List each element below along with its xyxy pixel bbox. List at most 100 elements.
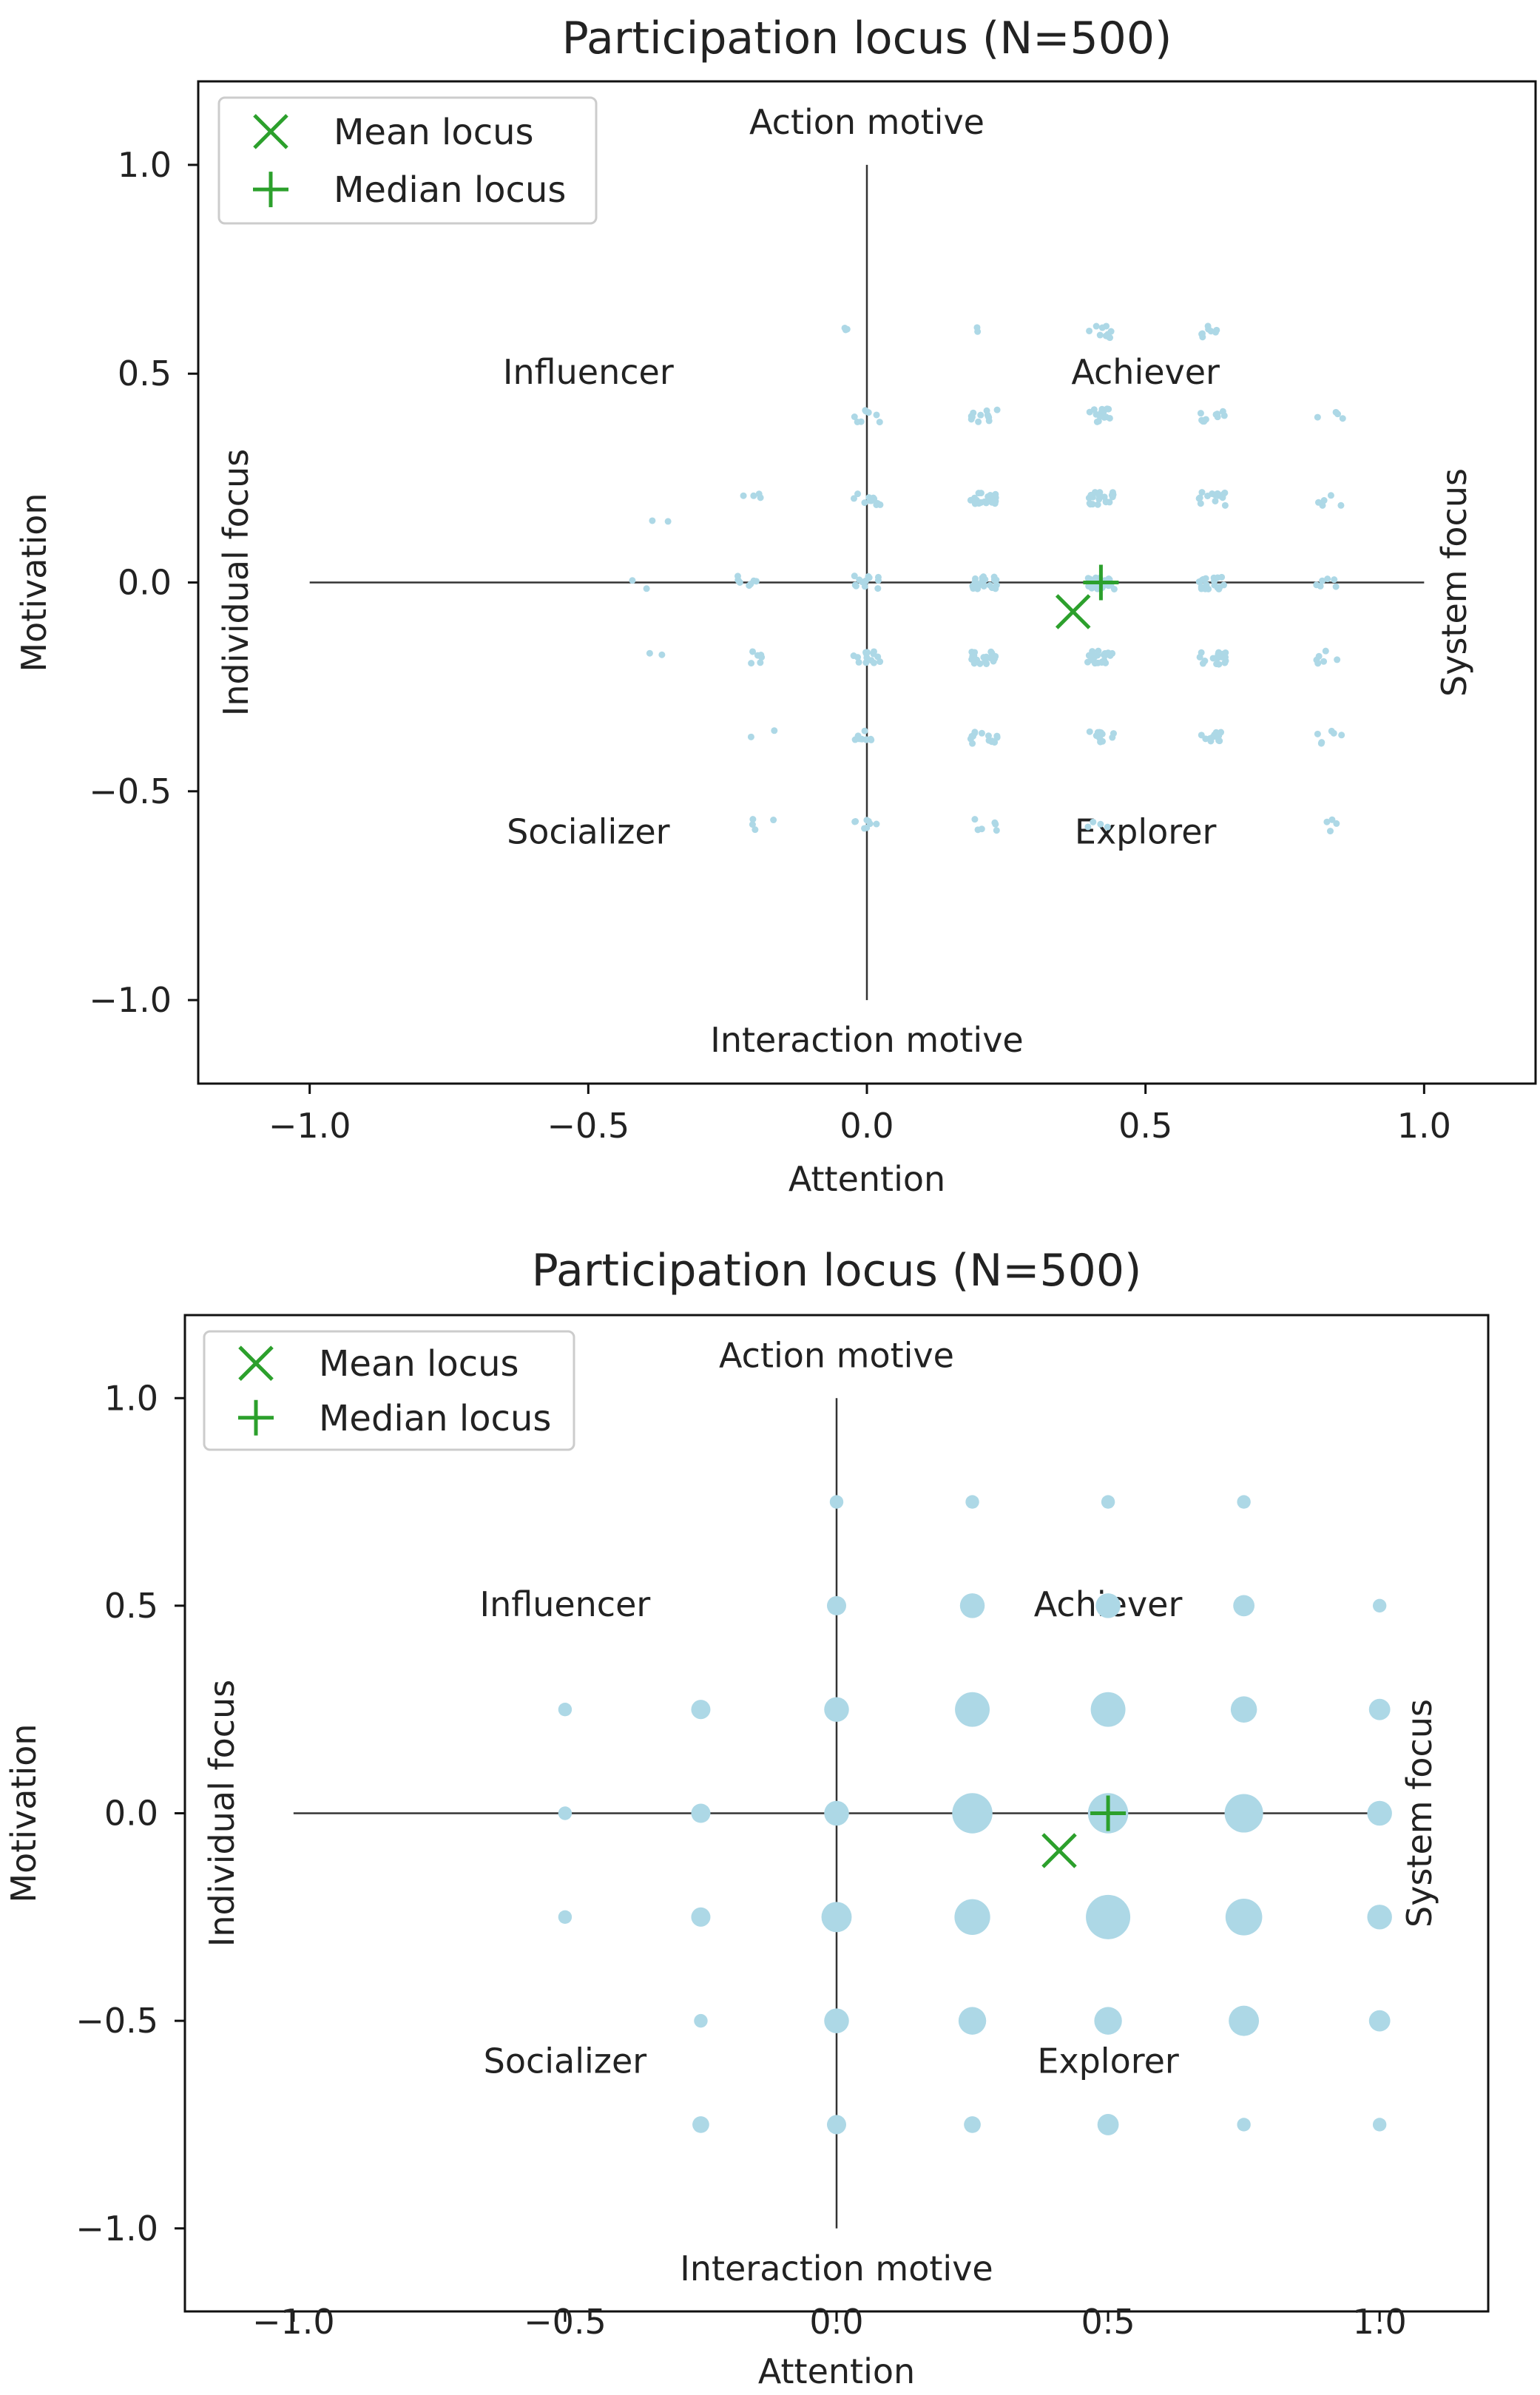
data-point — [975, 500, 982, 507]
data-point — [691, 1700, 711, 1720]
data-point — [1209, 655, 1217, 662]
data-point — [740, 492, 747, 499]
data-point — [955, 1692, 990, 1727]
x-tick-label: 0.5 — [1081, 2302, 1135, 2342]
individual-focus-label: Individual focus — [202, 1680, 242, 1947]
data-point — [747, 581, 754, 588]
mean-locus-marker — [1055, 594, 1091, 629]
data-point — [877, 658, 884, 666]
data-point — [1093, 418, 1101, 425]
data-point — [856, 576, 863, 584]
data-point — [959, 1593, 985, 1618]
data-point — [1198, 330, 1206, 337]
data-point — [868, 657, 875, 664]
data-point — [980, 581, 987, 589]
data-point — [1218, 729, 1225, 736]
data-point — [1221, 659, 1229, 666]
data-point — [1199, 660, 1206, 667]
data-point — [658, 651, 666, 658]
median-locus-marker — [1083, 564, 1119, 601]
system-focus-label: System focus — [1434, 468, 1474, 697]
data-point — [770, 817, 777, 824]
data-point — [1327, 492, 1334, 499]
quadrant-socializer: Socializer — [484, 2041, 647, 2081]
data-point — [752, 826, 759, 834]
data-point — [1215, 585, 1223, 592]
data-point — [850, 495, 857, 502]
data-point — [1096, 493, 1104, 500]
data-point — [988, 738, 996, 746]
data-point — [1099, 737, 1107, 745]
data-point — [692, 2116, 709, 2133]
data-point — [1229, 2005, 1260, 2036]
data-point — [646, 649, 653, 657]
data-point — [985, 413, 992, 420]
legend-box — [217, 96, 598, 225]
data-point — [1368, 2010, 1391, 2032]
data-point — [863, 817, 871, 824]
data-point — [629, 577, 636, 584]
data-point — [993, 827, 1000, 834]
data-point — [1367, 1800, 1392, 1826]
data-point — [1085, 652, 1092, 659]
data-point — [980, 575, 987, 583]
x-axis-label: Attention — [758, 2351, 915, 2391]
data-point — [824, 2008, 849, 2033]
data-point — [1086, 327, 1093, 334]
legend-mean-icon — [253, 114, 288, 149]
data-point — [824, 1697, 849, 1722]
data-point — [1230, 1696, 1257, 1723]
x-tick-label: 0.5 — [1118, 1106, 1172, 1146]
y-tick-label: 0.5 — [118, 354, 172, 393]
data-point — [1109, 649, 1116, 657]
data-point — [992, 498, 999, 505]
data-point — [865, 409, 872, 416]
data-point — [1207, 737, 1215, 745]
data-point — [974, 826, 982, 834]
data-point — [877, 501, 884, 508]
data-point — [1328, 727, 1335, 734]
data-point — [851, 413, 858, 421]
data-point — [968, 413, 976, 421]
data-point — [854, 490, 862, 498]
data-point — [1221, 501, 1229, 509]
data-point — [1326, 828, 1334, 835]
data-point — [1101, 657, 1108, 664]
data-point — [1320, 497, 1328, 504]
legend-median-label: Median locus — [319, 1398, 551, 1439]
data-point — [829, 1495, 844, 1509]
data-point — [1334, 411, 1342, 418]
data-point — [1198, 576, 1206, 584]
data-point — [1095, 1593, 1121, 1618]
quadrant-influencer: Influencer — [503, 352, 674, 392]
data-point — [691, 1803, 711, 1823]
data-point — [1110, 491, 1117, 499]
data-point — [1096, 413, 1104, 420]
quadrant-explorer: Explorer — [1075, 811, 1217, 851]
data-point — [1209, 490, 1216, 498]
y-tick-label: 0.0 — [104, 1794, 158, 1834]
y-tick-label: 0.5 — [104, 1586, 158, 1626]
data-point — [971, 649, 979, 656]
data-point — [851, 736, 859, 743]
data-point — [861, 825, 868, 832]
data-point — [861, 499, 868, 507]
data-point — [1332, 583, 1340, 590]
data-point — [1212, 497, 1219, 504]
data-point — [1098, 324, 1106, 331]
data-point — [1090, 818, 1097, 825]
legend-mean-label: Mean locus — [319, 1343, 519, 1385]
data-point — [1097, 820, 1104, 828]
mean-locus-stroke — [1041, 1833, 1077, 1868]
legend-mean-label: Mean locus — [334, 112, 534, 153]
data-point — [1199, 418, 1206, 425]
data-point — [754, 652, 761, 659]
data-point — [1334, 656, 1341, 663]
y-tick-label: 1.0 — [104, 1378, 158, 1418]
data-point — [691, 1907, 711, 1927]
data-point — [867, 735, 874, 743]
data-point — [558, 1702, 573, 1717]
data-point — [862, 577, 869, 584]
data-point — [993, 406, 1001, 413]
data-point — [1084, 823, 1092, 831]
